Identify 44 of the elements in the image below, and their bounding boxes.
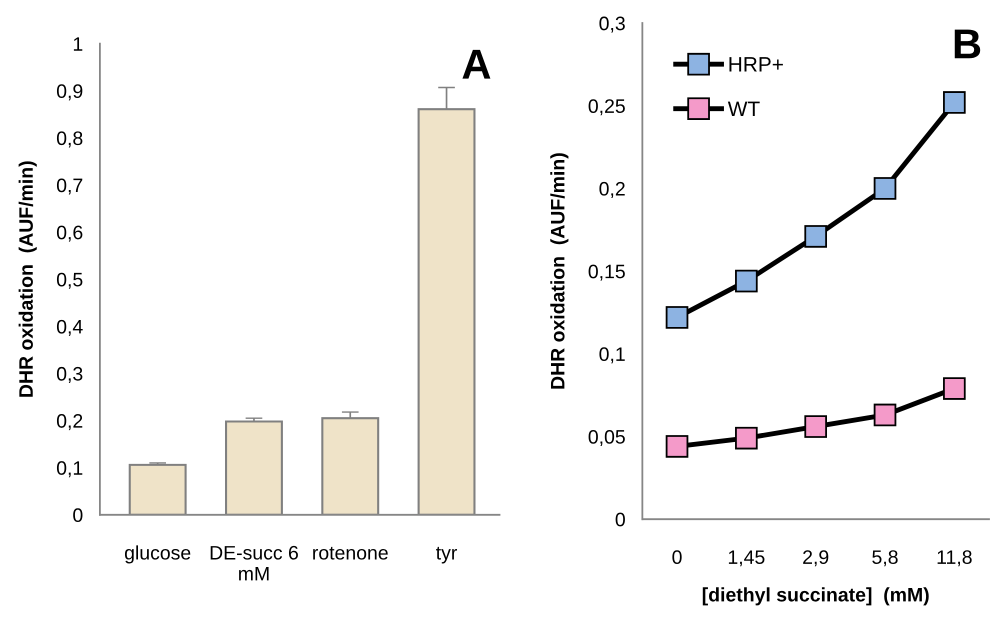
x-tick-label: glucose	[124, 545, 190, 564]
y-tick-label: 0,3	[56, 366, 82, 383]
y-tick-label: 0,8	[56, 131, 82, 148]
x-tick-label: 11,8	[938, 550, 972, 566]
x-axis-title: [diethyl succinate] (mM)	[702, 587, 929, 606]
point	[943, 91, 966, 114]
y-tick-label: 0,6	[56, 226, 82, 242]
x-tick-label: DE-succ 6 mM	[210, 546, 298, 580]
y-tick-label: 0,2	[56, 414, 82, 430]
y-tick-label: 0,15	[588, 264, 625, 281]
y-tick-label: 0,1	[599, 347, 625, 364]
y-tick-label: 0,1	[56, 461, 82, 478]
x-tick-label: 1,45	[728, 550, 764, 566]
y-tick-label: 0,4	[56, 320, 83, 336]
y-tick-label: 0,2	[599, 182, 625, 198]
annotation: B	[954, 30, 980, 58]
y-tick-label: 0,7	[56, 178, 82, 195]
y-tick-label: 0,3	[599, 16, 625, 33]
x-tick-label: 5,8	[872, 550, 898, 566]
y-tick-label: 0,9	[56, 84, 82, 100]
point	[874, 177, 896, 200]
x-tick-label: 2,9	[803, 550, 828, 566]
x-tick-label: 0	[672, 550, 682, 564]
legend-label: WT	[728, 102, 760, 116]
y-tick-label: 0,05	[588, 430, 625, 446]
point	[666, 306, 688, 329]
point	[804, 225, 828, 248]
y-axis-title: DHR oxidation (AUF/min)	[18, 161, 37, 397]
point	[735, 270, 758, 292]
y-tick-label: 1	[74, 37, 82, 51]
y-tick-label: 0,25	[588, 99, 625, 116]
point	[804, 415, 828, 438]
point	[666, 435, 688, 458]
y-axis-title: DHR oxidation (AUF/min)	[550, 153, 568, 389]
y-tick-label: 0	[73, 508, 82, 522]
point	[943, 377, 966, 400]
y-tick-label: 0	[616, 512, 625, 526]
legend-label: HRP+	[729, 57, 783, 72]
y-tick-label: 0,5	[56, 272, 82, 289]
x-tick-label: tyr	[436, 546, 458, 564]
point	[735, 426, 758, 450]
annotation: A	[462, 50, 490, 79]
point	[874, 404, 896, 426]
x-tick-label: rotenone	[313, 546, 388, 560]
